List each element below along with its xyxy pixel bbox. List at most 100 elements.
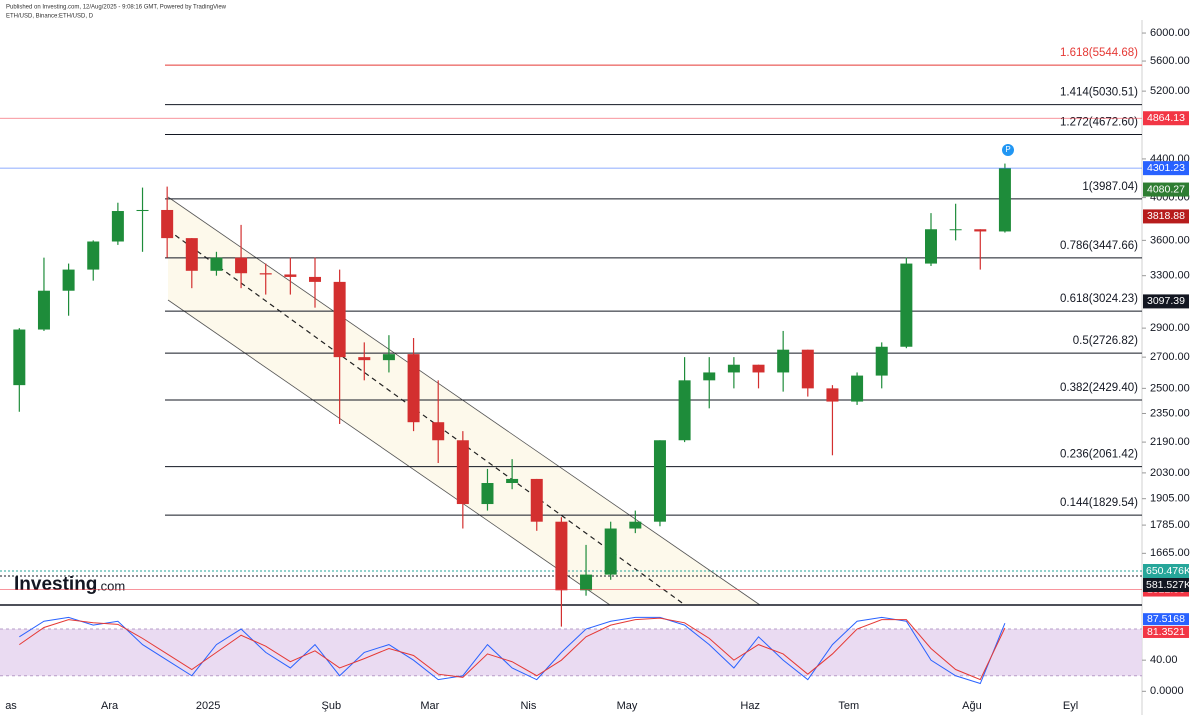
volume-label: 650.476K	[1146, 565, 1191, 577]
fib-label: 1.272(4672.60)	[1060, 117, 1138, 129]
osc-tick-label: 0.0000	[1150, 685, 1184, 697]
osc-label: 87.5168	[1147, 613, 1185, 625]
candle-body	[801, 349, 814, 389]
candle-body	[111, 211, 124, 242]
channel-upper	[167, 196, 761, 606]
fib-label: 1.414(5030.51)	[1060, 87, 1138, 99]
fib-label: 0.5(2726.82)	[1073, 335, 1138, 347]
channel-lower	[167, 299, 611, 606]
price-label: 3097.39	[1147, 295, 1185, 307]
candle-body	[875, 346, 888, 376]
y-tick-label: 2030.00	[1150, 467, 1190, 479]
logo: Investing	[14, 574, 97, 595]
channel-mid	[167, 229, 686, 606]
candle-body	[604, 528, 617, 575]
candle-body	[382, 354, 395, 361]
volume-label: 581.527K	[1146, 579, 1191, 591]
x-tick-label: as	[5, 700, 17, 712]
fib-label: 0.618(3024.23)	[1060, 293, 1138, 305]
x-tick-label: 2025	[196, 700, 220, 712]
candle-body	[37, 290, 50, 330]
y-tick-label: 2500.00	[1150, 382, 1190, 394]
candle-body	[678, 380, 691, 441]
y-tick-label: 3300.00	[1150, 270, 1190, 282]
candle-body	[13, 329, 26, 386]
x-tick-label: Eyl	[1063, 700, 1078, 712]
candle-body	[432, 422, 445, 441]
fib-label: 0.382(2429.40)	[1060, 382, 1138, 394]
candle-body	[161, 209, 174, 239]
candle-body	[703, 372, 716, 381]
candle-body	[235, 257, 248, 274]
candle-body	[87, 241, 100, 270]
y-tick-label: 1905.00	[1150, 493, 1190, 505]
candle-body	[727, 364, 740, 373]
fib-label: 0.144(1829.54)	[1060, 497, 1138, 509]
osc-band	[0, 629, 1142, 676]
candle-body	[925, 229, 937, 264]
candle-body	[333, 281, 346, 358]
x-tick-label: Şub	[322, 700, 342, 712]
fib-label: 0.786(3447.66)	[1060, 240, 1138, 252]
osc-line	[19, 616, 1006, 685]
symbol: ETH/USD, Binance:ETH/USD, D	[6, 14, 94, 20]
price-label-box	[1143, 111, 1189, 126]
y-tick-label: 2900.00	[1150, 322, 1190, 334]
candle-body	[777, 349, 790, 373]
volume-label-box	[1143, 578, 1189, 592]
price-label: 4301.23	[1147, 162, 1185, 174]
x-tick-label: May	[617, 700, 638, 712]
candle-body	[826, 388, 839, 402]
candle-body	[456, 440, 469, 505]
y-tick-label: 6000.00	[1150, 27, 1190, 39]
y-tick-label: 5600.00	[1150, 55, 1190, 67]
candle-body	[555, 521, 568, 591]
candle-body	[62, 269, 75, 291]
candle-body	[530, 478, 543, 522]
marker-icon-text: P	[1005, 145, 1010, 154]
candle-body	[752, 364, 765, 373]
x-tick-label: Mar	[420, 700, 439, 712]
price-label-box	[1143, 182, 1189, 197]
x-tick-label: Tem	[838, 700, 859, 712]
marker-icon	[1002, 144, 1014, 156]
osc-label-box	[1143, 613, 1189, 626]
candle-body	[309, 276, 321, 282]
osc-label-box	[1143, 625, 1189, 638]
candle-body	[136, 209, 149, 212]
candle-body	[506, 478, 519, 484]
candle-body	[185, 238, 198, 271]
y-tick-label: 1785.00	[1150, 519, 1190, 531]
y-tick-label: 2350.00	[1150, 407, 1190, 419]
y-tick-label: 2700.00	[1150, 351, 1190, 363]
x-tick-label: Ara	[101, 700, 119, 712]
fib-label: 1.618(5544.68)	[1060, 47, 1138, 59]
y-tick-label: 2190.00	[1150, 436, 1190, 448]
candle-body	[580, 574, 593, 591]
osc-line	[19, 617, 1006, 681]
candle-body	[900, 263, 913, 347]
fib-label: 0.236(2061.42)	[1060, 449, 1138, 461]
candle-body	[974, 229, 987, 232]
candle-body	[949, 229, 962, 231]
published-note: Published on Investing.com, 12/Aug/2025 …	[6, 5, 227, 11]
price-label-box	[1143, 161, 1189, 176]
candle-body	[998, 168, 1011, 232]
x-tick-label: Haz	[740, 700, 760, 712]
y-tick-label: 5200.00	[1150, 85, 1190, 97]
y-tick-label: 1665.00	[1150, 547, 1190, 559]
x-tick-label: Nis	[520, 700, 536, 712]
price-label-box	[1143, 294, 1189, 309]
price-label: 4080.27	[1147, 183, 1185, 195]
fib-label: 1(3987.04)	[1082, 181, 1138, 193]
price-label: 4864.13	[1147, 112, 1185, 124]
candle-body	[653, 440, 666, 522]
price-label-box	[1143, 209, 1189, 224]
price-label: 3818.88	[1147, 210, 1185, 222]
candle-body	[481, 483, 494, 505]
osc-tick-label: 40.00	[1150, 654, 1178, 666]
y-tick-label: 3600.00	[1150, 234, 1190, 246]
volume-label-box	[1143, 564, 1189, 578]
candle-body	[259, 273, 272, 275]
